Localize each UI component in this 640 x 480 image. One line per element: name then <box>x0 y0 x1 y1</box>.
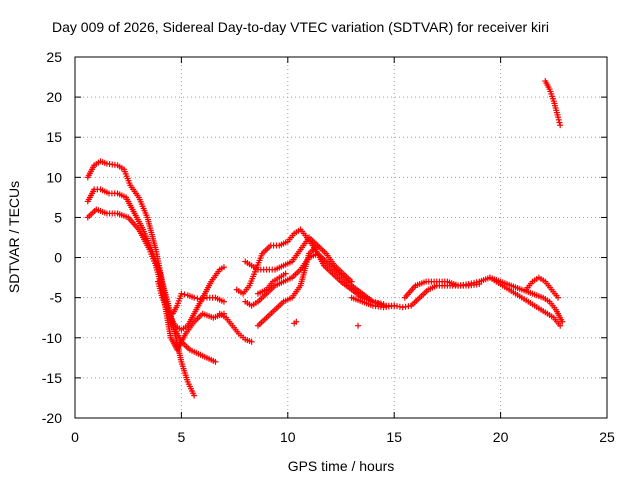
y-tick-label: -15 <box>42 370 62 386</box>
y-tick-label: -5 <box>50 290 63 306</box>
data-point <box>465 281 472 288</box>
y-tick-label: 10 <box>46 169 62 185</box>
y-tick-label: 5 <box>54 209 62 225</box>
data-point <box>468 280 475 287</box>
data-point <box>555 116 562 123</box>
data-point <box>191 294 198 301</box>
data-point <box>220 264 227 271</box>
x-tick-label: 10 <box>280 429 296 445</box>
data-marks <box>84 78 566 399</box>
data-point <box>355 322 362 329</box>
series-track-3 <box>84 206 227 353</box>
data-point <box>197 296 204 303</box>
data-point <box>200 295 207 302</box>
data-point <box>282 270 289 277</box>
data-point <box>191 392 198 399</box>
data-point <box>555 294 562 301</box>
x-axis-title: GPS time / hours <box>288 458 395 474</box>
data-point <box>348 278 355 285</box>
data-point <box>555 114 562 121</box>
series-track-16 <box>542 78 564 129</box>
series-isolated-points <box>291 318 362 329</box>
data-point <box>178 290 185 297</box>
y-tick-label: 0 <box>54 250 62 266</box>
y-tick-label: 25 <box>46 49 62 65</box>
series-track-6 <box>216 310 255 345</box>
series-track-11 <box>255 270 289 297</box>
x-tick-label: 20 <box>493 429 509 445</box>
data-point <box>556 119 563 126</box>
data-point <box>194 295 201 302</box>
series-track-1 <box>84 158 198 399</box>
y-tick-label: 20 <box>46 89 62 105</box>
series-track-10 <box>255 242 355 329</box>
x-tick-label: 5 <box>178 429 186 445</box>
data-point <box>212 358 219 365</box>
grid-layer <box>75 57 607 418</box>
series-track-8 <box>242 234 321 273</box>
x-tick-label: 25 <box>599 429 615 445</box>
data-point <box>181 291 188 298</box>
data-point <box>473 279 480 286</box>
series-track-13 <box>401 274 566 325</box>
data-point <box>559 318 566 325</box>
series-track-14 <box>486 274 564 329</box>
y-tick-label: -10 <box>42 330 62 346</box>
y-axis-title: SDTVAR / TECUs <box>6 181 22 293</box>
data-point <box>248 338 255 345</box>
y-tick-label: -20 <box>42 410 62 426</box>
ticks-layer: 0 5 10 15 20 25 25 20 15 10 5 0 -5 -10 -15 -20 <box>42 49 615 445</box>
series-track-5 <box>169 290 227 317</box>
series-track-15 <box>523 274 562 301</box>
plot-frame <box>74 56 608 419</box>
data-point <box>220 298 227 305</box>
x-tick-label: 0 <box>71 429 79 445</box>
x-tick-label: 15 <box>386 429 402 445</box>
y-tick-label: 15 <box>46 129 62 145</box>
data-point <box>557 322 564 329</box>
data-point <box>557 122 564 129</box>
series-track-4 <box>154 264 227 333</box>
chart-title: Day 009 of 2026, Sidereal Day-to-day VTE… <box>52 19 549 35</box>
data-point <box>293 318 300 325</box>
data-point <box>471 279 477 286</box>
